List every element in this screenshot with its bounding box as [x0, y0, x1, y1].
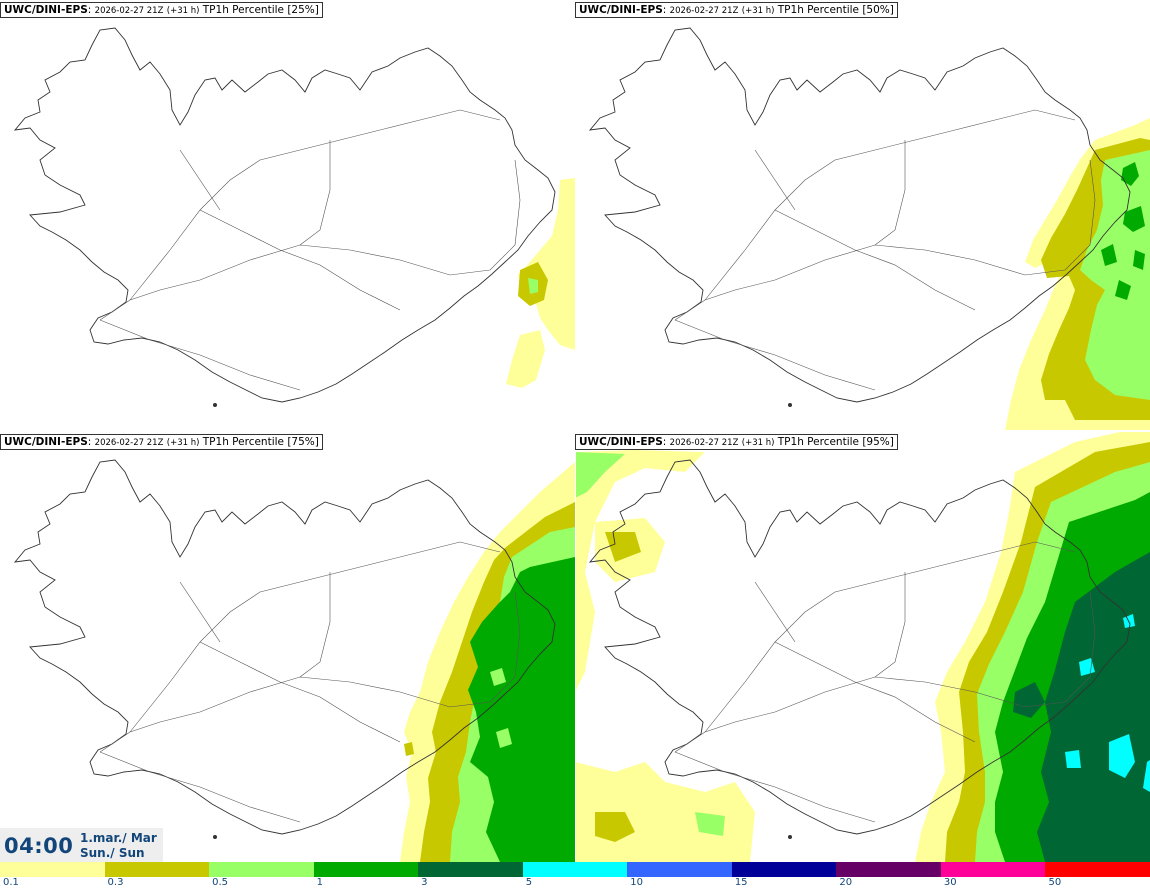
road-line: [774, 209, 976, 311]
coastline: [588, 27, 1131, 407]
panel-title-p75: UWC/DINI-EPS: 2026-02-27 21Z (+31 h) TP1…: [0, 434, 323, 450]
legend-swatch: [940, 862, 1046, 877]
road-line: [199, 209, 401, 311]
valid-time-box: 04:00 1.mar./ Mar Sun./ Sun: [0, 828, 163, 862]
island-marker: [213, 403, 217, 407]
run-time: 2026-02-27 21Z: [669, 6, 739, 16]
legend-label: 20: [839, 877, 853, 888]
road-line: [874, 572, 906, 678]
road-line: [99, 319, 301, 391]
road-line: [299, 140, 331, 246]
legend-label: 1: [316, 877, 323, 888]
road-line: [754, 149, 796, 211]
legend-label: 0.1: [3, 877, 19, 888]
map-panel-p95: UWC/DINI-EPS: 2026-02-27 21Z (+31 h) TP1…: [575, 432, 1150, 862]
map-panel-p25: UWC/DINI-EPS: 2026-02-27 21Z (+31 h) TP1…: [0, 0, 575, 430]
legend-label: 30: [943, 877, 957, 888]
island-marker: [788, 835, 792, 839]
road-line: [199, 641, 401, 743]
legend-swatch: [522, 862, 628, 877]
legend-bar: [0, 862, 1150, 877]
legend-label: 15: [734, 877, 748, 888]
road-line: [129, 109, 501, 301]
model-name: UWC/DINI-EPS: [579, 436, 663, 448]
road-line: [674, 751, 876, 823]
lead-time: (+31 h): [166, 438, 200, 448]
legend-label: 0.3: [107, 877, 124, 888]
road-line: [179, 149, 221, 211]
valid-date-line1: 1.mar./ Mar: [80, 831, 157, 845]
road-line: [674, 159, 1096, 321]
legend-label: 0.5: [212, 877, 228, 888]
road-line: [299, 572, 331, 678]
legend-swatch: [0, 862, 105, 877]
legend-label: 50: [1048, 877, 1062, 888]
road-line: [99, 751, 301, 823]
legend-swatch: [1045, 862, 1150, 877]
coastline: [588, 459, 1131, 839]
panel-title-p50: UWC/DINI-EPS: 2026-02-27 21Z (+31 h) TP1…: [575, 2, 898, 18]
precip-map-p50: [588, 27, 1150, 430]
road-line: [704, 109, 1076, 301]
product-name: TP1h Percentile [25%]: [202, 4, 319, 16]
iceland-coastline: [13, 27, 556, 403]
panel-title-p95: UWC/DINI-EPS: 2026-02-27 21Z (+31 h) TP1…: [575, 434, 898, 450]
panel-title-p25: UWC/DINI-EPS: 2026-02-27 21Z (+31 h) TP1…: [0, 2, 323, 18]
island-marker: [213, 835, 217, 839]
precip-map-p75: [13, 459, 575, 862]
model-name: UWC/DINI-EPS: [579, 4, 663, 16]
legend-swatch: [627, 862, 732, 877]
legend-swatch: [731, 862, 837, 877]
road-line: [674, 591, 1096, 753]
product-name: TP1h Percentile [95%]: [777, 436, 894, 448]
map-panel-p75: UWC/DINI-EPS: 2026-02-27 21Z (+31 h) TP1…: [0, 432, 575, 862]
iceland-coastline: [13, 459, 556, 835]
legend-swatch: [836, 862, 941, 877]
legend-swatch: [209, 862, 314, 877]
run-time: 2026-02-27 21Z: [669, 438, 739, 448]
road-line: [774, 641, 976, 743]
road-line: [129, 541, 501, 733]
road-line: [179, 581, 221, 643]
road-line: [99, 159, 521, 321]
island-marker: [788, 403, 792, 407]
road-line: [704, 541, 1076, 733]
run-time: 2026-02-27 21Z: [94, 6, 164, 16]
model-name: UWC/DINI-EPS: [4, 436, 88, 448]
coastline: [13, 27, 556, 407]
legend-swatch: [104, 862, 210, 877]
map-panel-p50: UWC/DINI-EPS: 2026-02-27 21Z (+31 h) TP1…: [575, 0, 1150, 430]
product-name: TP1h Percentile [75%]: [202, 436, 319, 448]
coastline: [13, 459, 556, 839]
precip-field: [506, 178, 575, 388]
road-line: [674, 319, 876, 391]
valid-time: 04:00: [4, 834, 74, 858]
precip-field: [1005, 118, 1150, 430]
panel-divider: [575, 0, 576, 862]
precip-field: [575, 432, 1150, 862]
road-line: [99, 591, 521, 753]
lead-time: (+31 h): [741, 438, 775, 448]
legend-swatch: [418, 862, 523, 877]
model-name: UWC/DINI-EPS: [4, 4, 88, 16]
legend-label: 3: [421, 877, 428, 888]
lead-time: (+31 h): [166, 6, 200, 16]
road-line: [754, 581, 796, 643]
precip-map-p95: [575, 432, 1150, 862]
run-time: 2026-02-27 21Z: [94, 438, 164, 448]
legend-label: 5: [525, 877, 533, 888]
road-line: [874, 140, 906, 246]
product-name: TP1h Percentile [50%]: [777, 4, 894, 16]
legend-label: 10: [630, 877, 643, 888]
valid-date-line2: Sun./ Sun: [80, 846, 145, 860]
iceland-coastline: [588, 27, 1131, 403]
precip-map-p25: [13, 27, 575, 407]
legend-swatch: [313, 862, 419, 877]
color-legend: 0.1 0.3 0.5 1 3 5 10 15 20 30 50: [0, 862, 1150, 891]
lead-time: (+31 h): [741, 6, 775, 16]
precip-field: [400, 462, 575, 862]
iceland-coastline: [588, 459, 1131, 835]
